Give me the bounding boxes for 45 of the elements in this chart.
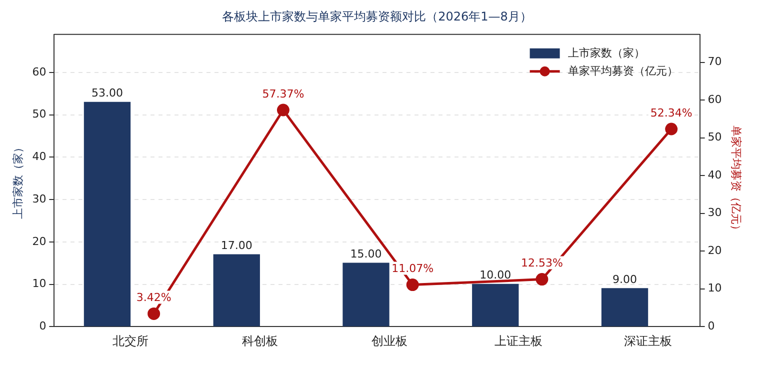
data-label: 11.07% bbox=[392, 262, 434, 276]
data-label: 53.00 bbox=[91, 86, 123, 100]
point bbox=[665, 122, 678, 136]
data-label: 3.42% bbox=[136, 291, 172, 304]
bar bbox=[213, 254, 260, 326]
y-tick-label: 20 bbox=[32, 234, 46, 248]
y-tick-label: 40 bbox=[32, 150, 46, 164]
x-tick-label: 创业板 bbox=[371, 334, 408, 348]
bar bbox=[601, 288, 648, 326]
y2-axis-title: 单家平均募资（亿元） bbox=[730, 126, 743, 236]
y-axis-title: 上市家数（家） bbox=[11, 142, 24, 219]
x-tick-label: 深证主板 bbox=[624, 334, 672, 348]
y2-tick-label: 30 bbox=[708, 206, 722, 220]
point bbox=[276, 104, 290, 116]
bar bbox=[342, 262, 390, 326]
legend-label: 上市家数（家） bbox=[568, 46, 645, 60]
x-tick-label: 北交所 bbox=[112, 334, 149, 348]
x-tick-label: 上证主板 bbox=[494, 334, 543, 348]
data-label: 17.00 bbox=[220, 238, 252, 252]
data-label: 12.53% bbox=[520, 256, 563, 270]
data-label: 9.00 bbox=[612, 272, 638, 286]
y-tick-label: 60 bbox=[32, 65, 46, 78]
y2-tick-label: 10 bbox=[708, 282, 722, 295]
y-tick-label: 50 bbox=[32, 108, 46, 121]
y2-tick-label: 50 bbox=[708, 130, 722, 144]
x-tick-label: 科创板 bbox=[242, 334, 278, 348]
point bbox=[148, 307, 160, 320]
y2-tick-label: 60 bbox=[708, 92, 722, 106]
point bbox=[536, 273, 548, 286]
data-label: 52.34% bbox=[650, 106, 692, 120]
chart-title: 各板块上市家数与单家平均募资额对比（2026年1—8月） bbox=[222, 9, 532, 24]
data-label: 57.37% bbox=[262, 87, 304, 100]
y2-tick-label: 20 bbox=[708, 244, 722, 257]
data-label: 15.00 bbox=[350, 247, 382, 260]
y-tick-label: 0 bbox=[39, 319, 46, 332]
y2-tick-label: 0 bbox=[708, 319, 715, 332]
y2-tick-label: 70 bbox=[708, 55, 722, 68]
bar bbox=[472, 284, 519, 326]
point bbox=[406, 278, 419, 292]
data-label: 10.00 bbox=[480, 268, 512, 282]
legend-label: 单家平均募资（亿元） bbox=[568, 64, 678, 78]
bar bbox=[84, 102, 131, 326]
y2-tick-label: 40 bbox=[708, 168, 722, 182]
y-tick-label: 30 bbox=[32, 192, 46, 206]
y-tick-label: 10 bbox=[32, 277, 46, 290]
